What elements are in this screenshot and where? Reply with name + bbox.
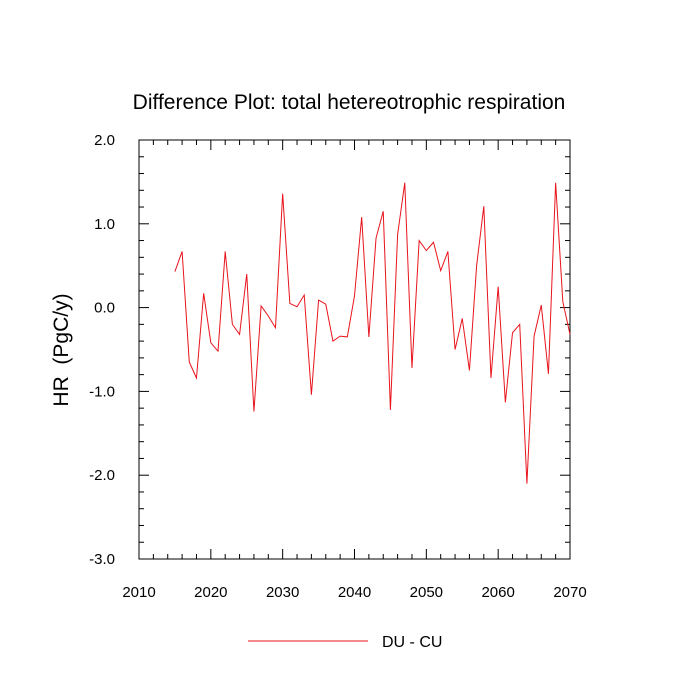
y-tick-label: 1.0	[94, 216, 115, 233]
x-tick-label: 2050	[410, 584, 443, 601]
y-axis-label: HR (PgC/y)	[50, 293, 73, 406]
x-axis: 2010 2020 2030 2040 2050 2060 2070	[122, 140, 587, 601]
plot-frame	[138, 139, 571, 560]
x-tick-label: 2060	[481, 584, 514, 601]
x-tick-label: 2020	[194, 584, 227, 601]
y-tick-label: 0.0	[94, 300, 115, 317]
series-layer	[174, 182, 571, 484]
legend-label-du-cu: DU - CU	[382, 634, 442, 651]
chart-title: Difference Plot: total hetereotrophic re…	[133, 91, 566, 114]
y-tick-label: -2.0	[89, 467, 115, 484]
x-tick-label: 2030	[266, 584, 299, 601]
x-tick-label: 2070	[553, 584, 586, 601]
y-tick-label: 2.0	[94, 132, 115, 149]
series-line-du-cu	[174, 182, 571, 484]
y-tick-label: -3.0	[89, 551, 115, 568]
x-tick-label: 2040	[338, 584, 371, 601]
y-tick-label: -1.0	[89, 383, 115, 400]
plot-border	[138, 139, 571, 560]
y-axis: -3.0 -2.0 -1.0 0.0 1.0 2.0	[89, 132, 570, 568]
x-tick-label: 2010	[122, 584, 155, 601]
legend: DU - CU	[248, 634, 442, 651]
